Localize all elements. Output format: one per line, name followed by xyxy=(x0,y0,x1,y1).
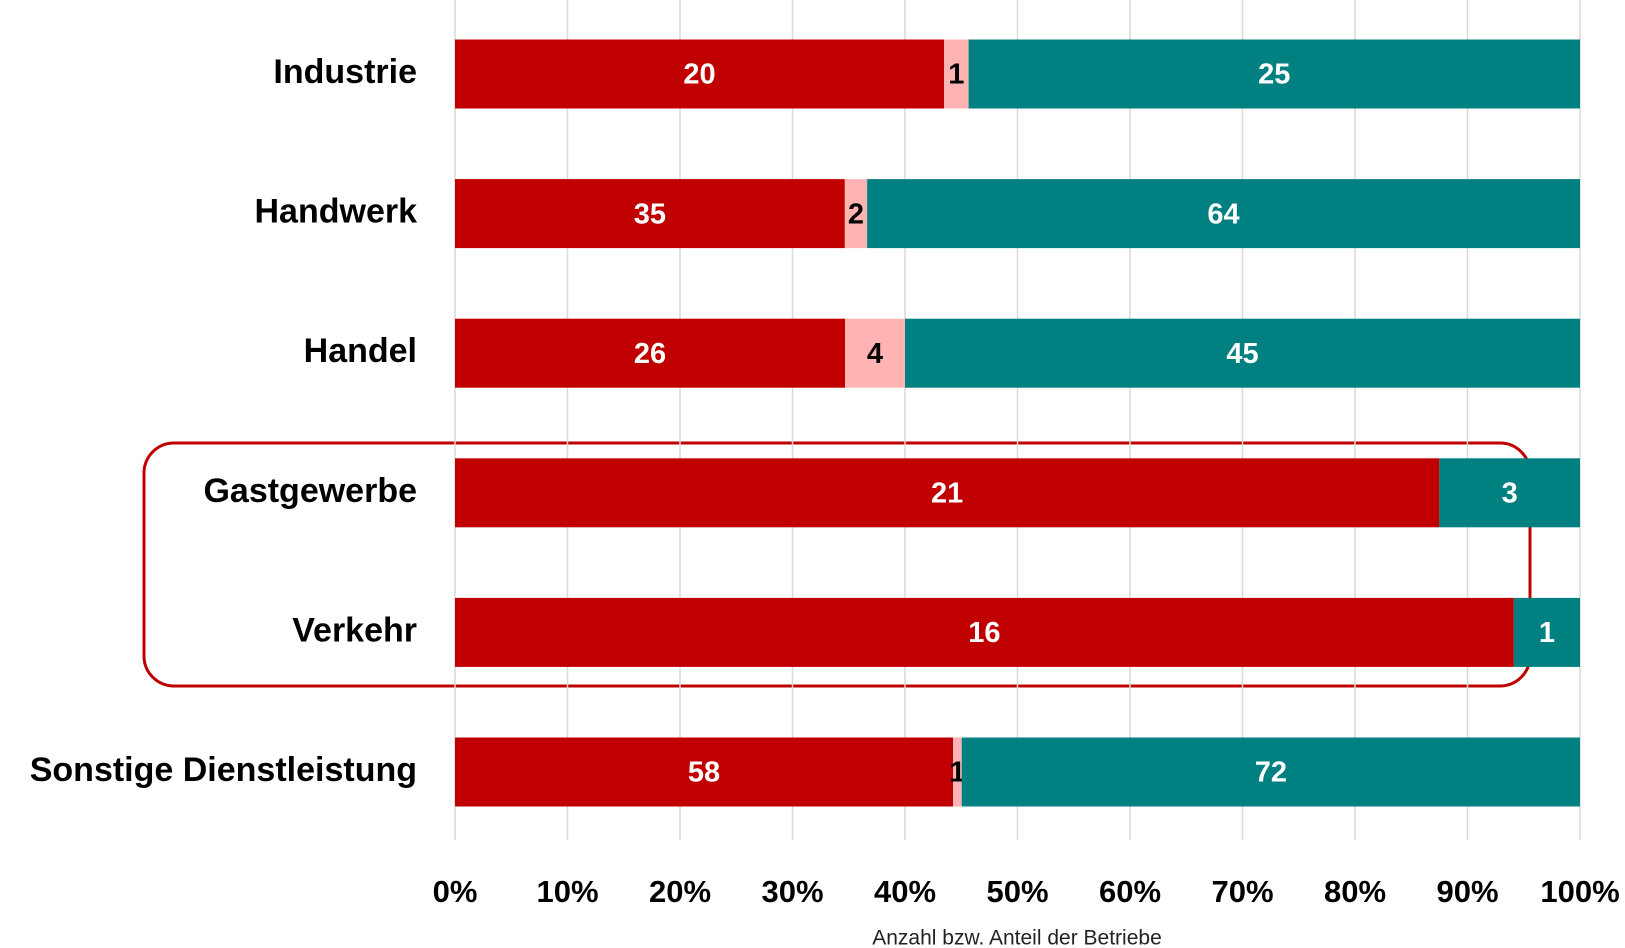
bar-segment xyxy=(1513,597,1580,667)
category-label: Industrie xyxy=(273,53,417,91)
data-label: 45 xyxy=(1226,338,1258,370)
x-tick-label: 0% xyxy=(433,874,478,909)
data-label: 72 xyxy=(1255,757,1287,789)
bar-segment xyxy=(455,179,845,249)
x-tick-label: 10% xyxy=(536,874,598,909)
bar-segment xyxy=(905,318,1580,388)
data-label: 1 xyxy=(1539,617,1555,649)
data-label: 35 xyxy=(634,198,666,230)
category-label: Sonstige Dienstleistung xyxy=(30,751,417,789)
bar-segment xyxy=(455,597,1514,667)
data-label: 64 xyxy=(1207,198,1239,230)
category-label: Gastgewerbe xyxy=(203,472,417,510)
x-tick-label: 40% xyxy=(874,874,936,909)
x-axis-label: Anzahl bzw. Anteil der Betriebe xyxy=(872,927,1162,948)
data-label: 3 xyxy=(1502,477,1518,509)
category-label: Handwerk xyxy=(255,193,418,231)
x-tick-label: 50% xyxy=(986,874,1048,909)
x-tick-label: 90% xyxy=(1436,874,1498,909)
highlight-box xyxy=(142,441,1532,688)
x-tick-label: 30% xyxy=(761,874,823,909)
x-tick-label: 20% xyxy=(649,874,711,909)
bar-segment xyxy=(944,39,969,109)
data-label: 25 xyxy=(1258,59,1290,91)
data-label: 26 xyxy=(634,338,666,370)
data-label: 58 xyxy=(688,757,720,789)
bar-segment xyxy=(1439,458,1580,528)
data-label: 2 xyxy=(848,198,864,230)
data-label: 21 xyxy=(931,477,963,509)
data-label: 20 xyxy=(683,59,715,91)
bar-segment xyxy=(867,179,1580,249)
category-label: Verkehr xyxy=(292,611,417,649)
x-tick-label: 100% xyxy=(1540,874,1619,909)
bar-segment xyxy=(455,318,845,388)
bar-segment xyxy=(455,39,945,109)
bar-segment xyxy=(961,737,1580,807)
data-label: 16 xyxy=(968,617,1000,649)
bar-segment xyxy=(953,737,962,807)
data-label: 4 xyxy=(867,338,883,370)
bar-segment xyxy=(845,318,905,388)
x-tick-label: 80% xyxy=(1324,874,1386,909)
bar-segment xyxy=(844,179,868,249)
category-label: Handel xyxy=(304,332,417,370)
bar-segment xyxy=(455,458,1440,528)
bar-segment xyxy=(455,737,954,807)
x-tick-label: 60% xyxy=(1099,874,1161,909)
data-label: 1 xyxy=(949,757,965,789)
data-label: 1 xyxy=(948,59,964,91)
x-tick-label: 70% xyxy=(1211,874,1273,909)
bar-segment xyxy=(968,39,1580,109)
